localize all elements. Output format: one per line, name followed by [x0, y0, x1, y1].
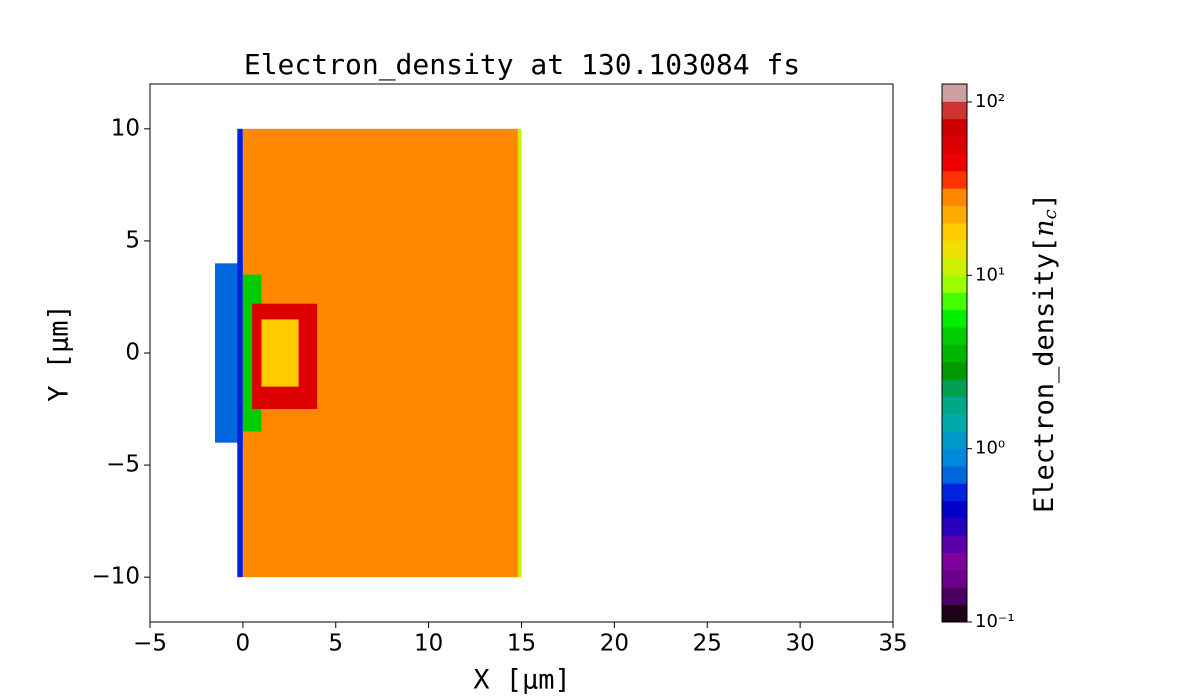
- colorbar-segment: [942, 292, 967, 311]
- density-region: [237, 128, 243, 578]
- y-tick-label: 10: [111, 115, 140, 141]
- x-tick-label: 30: [785, 631, 814, 657]
- colorbar-segment: [942, 205, 967, 224]
- colorbar-tick-label: 10⁻¹: [975, 611, 1015, 632]
- x-tick-label: 10: [414, 631, 443, 657]
- colorbar-label-text: Electron_density[: [1029, 237, 1060, 513]
- x-tick-label: 15: [507, 631, 536, 657]
- colorbar-segment: [942, 101, 967, 120]
- colorbar-segment: [942, 448, 967, 467]
- colorbar-segment: [942, 136, 967, 154]
- y-tick-label: 5: [125, 227, 140, 253]
- colorbar-segment: [942, 188, 967, 206]
- y-tick-label: −10: [91, 564, 140, 590]
- colorbar-segment: [942, 517, 967, 536]
- colorbar-segment: [942, 465, 967, 484]
- colorbar-segment: [942, 587, 967, 606]
- y-axis-label: Y [μm]: [44, 304, 75, 402]
- colorbar-label-sub: c: [1040, 209, 1061, 219]
- colorbar-segment: [942, 222, 967, 241]
- x-tick-label: 0: [236, 631, 251, 657]
- x-tick-label: 20: [600, 631, 629, 657]
- colorbar-segment: [942, 552, 967, 571]
- colorbar-segment: [942, 535, 967, 554]
- colorbar-segment: [942, 153, 967, 172]
- colorbar-segment: [942, 274, 967, 293]
- colorbar-segment: [942, 569, 967, 588]
- colorbar-segment: [942, 396, 967, 415]
- x-axis-label: X [μm]: [473, 665, 571, 696]
- colorbar-tick-label: 10²: [975, 91, 1005, 112]
- colorbar-segment: [942, 326, 967, 345]
- colorbar-label-unit: n: [1029, 219, 1060, 236]
- colorbar-segment: [942, 257, 967, 276]
- colorbar-frame: [941, 83, 968, 623]
- colorbar-segment: [942, 431, 967, 449]
- colorbar-segment: [942, 361, 967, 380]
- colorbar-tick-label: 10¹: [975, 264, 1005, 285]
- colorbar-segment: [942, 309, 967, 328]
- colorbar-label: Electron_density[nc]: [1029, 193, 1062, 513]
- colorbar-segment: [942, 500, 967, 519]
- density-region: [261, 319, 299, 387]
- colorbar-tick-label: 10⁰: [975, 438, 1005, 459]
- colorbar-segment: [942, 379, 967, 397]
- colorbar-segment: [942, 170, 967, 189]
- density-region: [517, 128, 522, 578]
- x-tick-label: 25: [693, 631, 722, 657]
- colorbar-segment: [942, 240, 967, 259]
- y-tick-label: 0: [125, 340, 140, 366]
- y-tick-label: −5: [106, 452, 140, 478]
- colorbar-segment: [942, 344, 967, 363]
- colorbar-segment: [942, 483, 967, 502]
- colorbar-segment: [942, 604, 967, 623]
- colorbar-segment: [942, 84, 967, 102]
- colorbar-segment: [942, 118, 967, 137]
- x-tick-label: −5: [133, 631, 167, 657]
- chart-title: Electron_density at 130.103084 fs: [244, 48, 800, 82]
- x-tick-label: 5: [328, 631, 343, 657]
- colorbar-label-close: ]: [1029, 193, 1060, 209]
- colorbar-segment: [942, 413, 967, 432]
- x-tick-label: 35: [878, 631, 907, 657]
